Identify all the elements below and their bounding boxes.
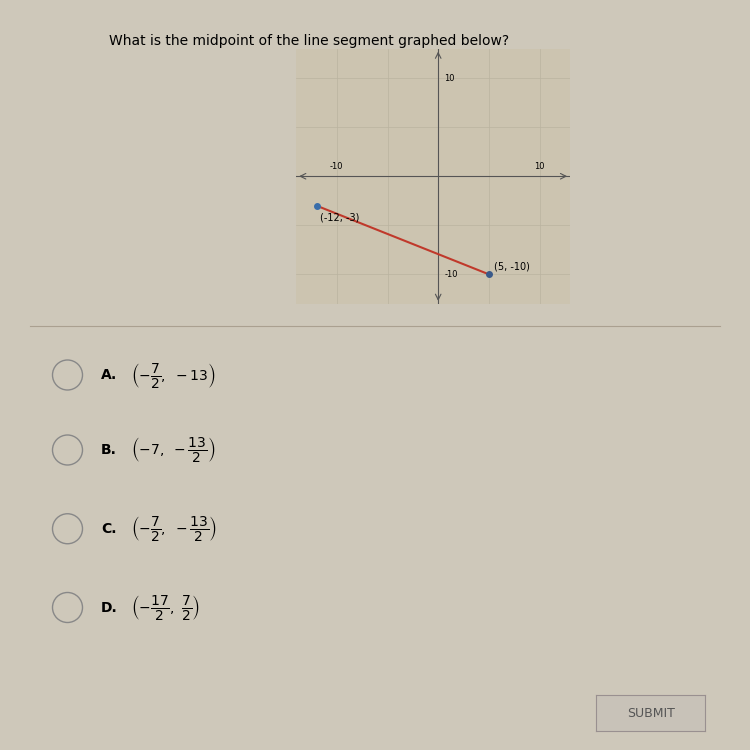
Text: B.: B. (101, 443, 117, 457)
Text: $\left(-\dfrac{7}{2},\ -13\right)$: $\left(-\dfrac{7}{2},\ -13\right)$ (131, 361, 216, 389)
Text: (-12, -3): (-12, -3) (320, 212, 359, 223)
Text: 10: 10 (534, 162, 544, 171)
Text: What is the midpoint of the line segment graphed below?: What is the midpoint of the line segment… (109, 34, 508, 48)
Text: D.: D. (101, 601, 118, 614)
Text: A.: A. (101, 368, 118, 382)
Text: $\left(-7,\ -\dfrac{13}{2}\right)$: $\left(-7,\ -\dfrac{13}{2}\right)$ (131, 436, 216, 464)
Text: $\left(-\dfrac{17}{2},\ \dfrac{7}{2}\right)$: $\left(-\dfrac{17}{2},\ \dfrac{7}{2}\rig… (131, 593, 200, 622)
Text: -10: -10 (330, 162, 344, 171)
Text: (5, -10): (5, -10) (494, 262, 530, 272)
Text: $\left(-\dfrac{7}{2},\ -\dfrac{13}{2}\right)$: $\left(-\dfrac{7}{2},\ -\dfrac{13}{2}\ri… (131, 514, 218, 543)
Text: C.: C. (101, 522, 117, 536)
Text: -10: -10 (444, 270, 458, 279)
Text: 10: 10 (444, 74, 454, 82)
Text: SUBMIT: SUBMIT (627, 706, 674, 720)
